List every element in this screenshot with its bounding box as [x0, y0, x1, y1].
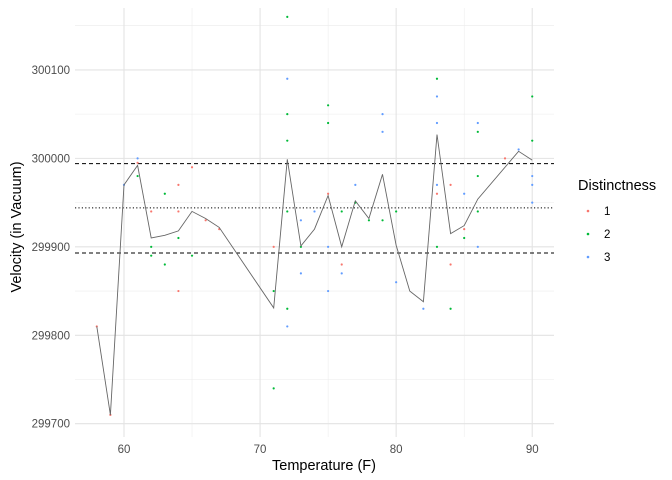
point-distinctness-1	[190, 166, 194, 169]
grid-major	[75, 8, 554, 437]
legend-label-3: 3	[604, 252, 610, 264]
y-tick-label: 300100	[32, 65, 70, 77]
point-distinctness-3	[313, 210, 316, 213]
point-distinctness-1	[449, 263, 452, 266]
point-distinctness-2	[463, 236, 466, 240]
point-distinctness-1	[150, 210, 153, 213]
x-tick-label: 90	[526, 444, 539, 456]
point-distinctness-3	[476, 121, 479, 125]
reference-lines	[75, 163, 554, 254]
point-distinctness-2	[327, 104, 330, 107]
point-distinctness-3	[381, 130, 384, 133]
point-distinctness-3	[327, 245, 330, 248]
point-distinctness-2	[531, 95, 534, 98]
point-distinctness-3	[435, 183, 439, 187]
y-tick-label: 299800	[32, 330, 70, 342]
point-distinctness-2	[286, 113, 289, 116]
point-distinctness-3	[435, 95, 439, 98]
point-distinctness-2	[299, 245, 302, 248]
point-distinctness-2	[381, 219, 384, 222]
legend-title: Distinctness	[578, 178, 656, 194]
y-tick-labels: 299700 299800 299900 300000 300100	[32, 65, 70, 431]
x-tick-label: 60	[118, 444, 131, 456]
point-distinctness-2	[435, 77, 439, 80]
point-distinctness-3	[531, 183, 534, 187]
y-tick-label: 300000	[32, 153, 70, 165]
point-distinctness-2	[272, 289, 275, 293]
point-distinctness-1	[272, 245, 275, 248]
point-distinctness-2	[163, 192, 166, 195]
point-distinctness-2	[150, 254, 153, 257]
point-distinctness-1	[503, 157, 507, 160]
point-distinctness-3	[327, 289, 330, 293]
point-distinctness-2	[476, 130, 479, 133]
y-tick-label: 299900	[32, 242, 70, 254]
legend-entries: 1 2 3	[586, 206, 610, 264]
x-tick-labels: 60 70 80 90	[118, 444, 539, 456]
point-distinctness-2	[367, 219, 371, 222]
mean-line	[96, 134, 533, 415]
point-distinctness-2	[340, 210, 343, 213]
point-distinctness-3	[531, 174, 534, 178]
mean-velocity-line	[96, 134, 533, 415]
point-distinctness-1	[327, 192, 330, 195]
x-tick-label: 70	[254, 444, 267, 456]
point-distinctness-1	[449, 183, 452, 187]
point-distinctness-3	[299, 272, 302, 275]
point-distinctness-1	[177, 210, 180, 213]
legend-label-1: 1	[604, 206, 610, 218]
point-distinctness-2	[286, 307, 289, 310]
point-distinctness-2	[531, 139, 534, 142]
legend-key-1	[586, 209, 590, 213]
x-tick-label: 80	[390, 444, 403, 456]
point-distinctness-2	[435, 245, 439, 248]
point-distinctness-3	[517, 148, 520, 151]
point-distinctness-3	[422, 307, 425, 310]
point-distinctness-3	[136, 157, 139, 160]
point-distinctness-2	[476, 174, 479, 178]
point-distinctness-3	[531, 201, 534, 204]
grid-minor	[75, 8, 554, 437]
legend-key-2	[586, 232, 590, 236]
point-distinctness-3	[340, 272, 343, 275]
point-distinctness-2	[150, 245, 153, 248]
point-distinctness-3	[286, 325, 289, 328]
point-distinctness-1	[136, 161, 139, 164]
point-distinctness-3	[354, 183, 357, 187]
point-distinctness-2	[177, 236, 180, 240]
point-distinctness-2	[163, 263, 166, 266]
point-distinctness-2	[327, 121, 330, 125]
y-tick-label: 299700	[32, 419, 70, 431]
data-points	[95, 15, 534, 416]
point-distinctness-2	[136, 174, 139, 178]
legend: Distinctness 1 2 3	[578, 178, 656, 264]
point-distinctness-2	[190, 254, 194, 257]
point-distinctness-3	[381, 113, 384, 116]
point-distinctness-2	[476, 210, 479, 213]
point-distinctness-2	[286, 210, 289, 213]
point-distinctness-3	[286, 77, 289, 80]
point-distinctness-2	[272, 387, 275, 390]
point-distinctness-1	[463, 228, 466, 231]
point-distinctness-2	[395, 210, 398, 213]
point-distinctness-2	[449, 307, 452, 310]
legend-label-2: 2	[604, 229, 610, 241]
point-distinctness-2	[286, 139, 289, 142]
legend-key-3	[586, 255, 590, 259]
point-distinctness-1	[340, 263, 343, 266]
point-distinctness-3	[395, 281, 398, 284]
y-axis-title: Velocity (in Vacuum)	[9, 161, 25, 292]
point-distinctness-1	[177, 183, 180, 187]
point-distinctness-3	[463, 192, 466, 195]
point-distinctness-1	[435, 192, 439, 195]
point-distinctness-1	[177, 289, 180, 293]
point-distinctness-3	[299, 219, 302, 222]
point-distinctness-2	[286, 15, 289, 18]
point-distinctness-1	[204, 219, 207, 222]
x-axis-title: Temperature (F)	[272, 458, 376, 474]
point-distinctness-3	[476, 245, 479, 248]
point-distinctness-3	[435, 121, 439, 125]
